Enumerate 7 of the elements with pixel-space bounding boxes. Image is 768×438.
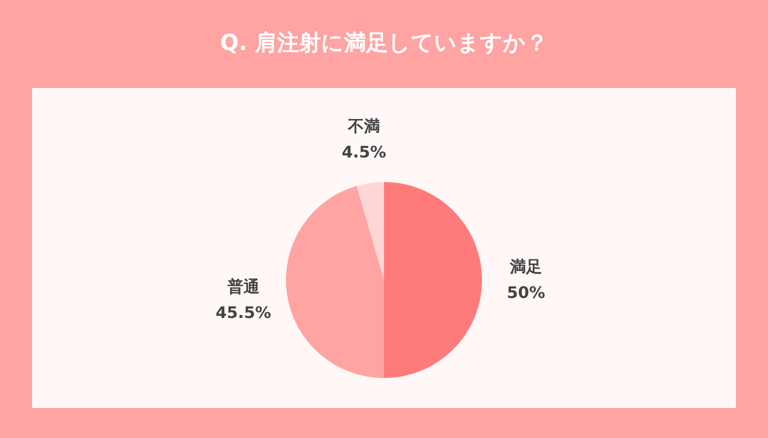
slice-label: 普通 [226, 277, 260, 296]
slice-label: 不満 [346, 116, 380, 136]
slice-label: 満足 [509, 257, 542, 276]
data-label: 50% [506, 283, 546, 302]
data-label: 45.5% [216, 303, 272, 322]
chart-title: Q. 肩注射に満足していますか？ [219, 30, 549, 58]
data-label: 4.5% [342, 142, 386, 162]
